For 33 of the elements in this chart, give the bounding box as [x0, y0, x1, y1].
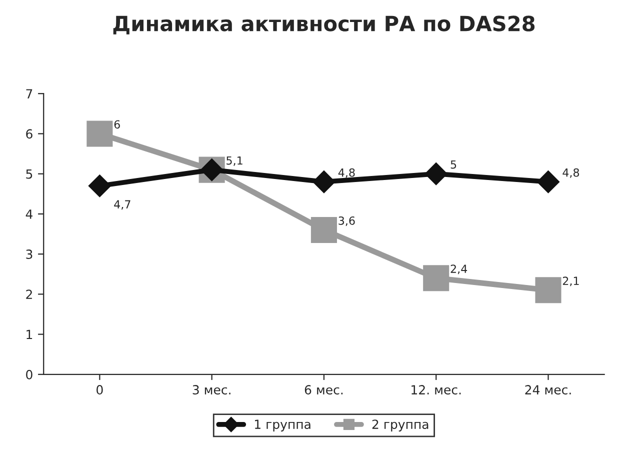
- data-label: 4,7: [114, 200, 130, 210]
- y-tick-label: 3: [26, 250, 32, 259]
- y-tick-label: 4: [26, 210, 32, 219]
- point: [88, 174, 112, 198]
- data-label: 3,6: [338, 216, 355, 226]
- x-tick-label: 6 мес.: [304, 385, 343, 394]
- point: [424, 162, 448, 186]
- data-label: 4,8: [562, 168, 580, 178]
- x-tick-label: 3 мес.: [192, 385, 230, 394]
- point: [310, 216, 337, 244]
- chart-title: Динамика активности РА по DAS28: [113, 16, 535, 34]
- legend-label: 1 группа: [255, 420, 310, 432]
- point: [86, 120, 113, 147]
- y-tick-label: 5: [26, 169, 32, 179]
- data-label: 4,8: [338, 168, 355, 178]
- y-tick-label: 7: [26, 89, 32, 98]
- x-tick-label: 12. мес.: [412, 385, 461, 394]
- data-label: 6: [114, 120, 120, 129]
- y-tick-label: 2: [26, 290, 32, 299]
- legend-label: 2 группа: [372, 420, 428, 432]
- data-label: 2,1: [562, 276, 579, 286]
- data-label: 5: [450, 160, 456, 169]
- point: [536, 170, 560, 194]
- y-tick-label: 0: [26, 370, 32, 380]
- x-tick-label: 24 мес.: [525, 385, 571, 394]
- data-label: 2,4: [450, 264, 468, 274]
- data-label: 5,1: [226, 156, 242, 166]
- point: [423, 265, 450, 292]
- y-tick-label: 6: [26, 129, 32, 139]
- x-tick-label: 0: [96, 385, 103, 394]
- point: [535, 277, 562, 304]
- y-tick-label: 1: [26, 330, 32, 340]
- point: [312, 170, 336, 194]
